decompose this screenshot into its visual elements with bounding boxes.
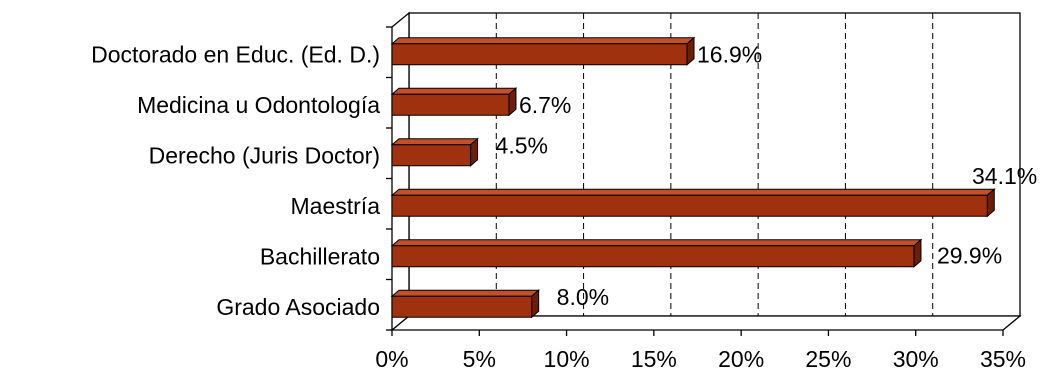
bar-top-face (390, 138, 479, 146)
category-label: Derecho (Juris Doctor) (149, 142, 380, 168)
category-label: Medicina u Odontología (137, 92, 380, 118)
bar-front-face (391, 144, 472, 167)
category-label: Doctorado en Educ. (Ed. D.) (91, 41, 380, 67)
x-tick-label: 0% (375, 346, 408, 372)
x-tick-label: 25% (805, 346, 851, 372)
bar-medicina-u-odontologia (390, 87, 518, 117)
x-tick-label: 35% (980, 346, 1026, 372)
category-label: Grado Asociado (216, 294, 380, 320)
data-label: 6.7% (519, 92, 571, 118)
bar-maestria (390, 188, 996, 218)
x-tick-label: 10% (544, 346, 590, 372)
bar-top-face (390, 87, 518, 95)
x-tick-label: 30% (893, 346, 939, 372)
bar-front-face (391, 93, 510, 116)
bar-front-face (391, 295, 533, 318)
x-tick-label: 15% (631, 346, 677, 372)
data-label: 8.0% (557, 284, 609, 310)
bar-derecho-juris-doctor (390, 137, 479, 167)
bar-front-face (391, 194, 988, 217)
bar-top-face (390, 289, 541, 297)
x-tick-label: 20% (718, 346, 764, 372)
data-label: 4.5% (496, 132, 548, 158)
floor-plane (390, 315, 1022, 331)
bar-doctorado-en-educ-ed-d (390, 36, 696, 66)
x-tick-label: 5% (463, 346, 496, 372)
bar-front-face (391, 43, 688, 66)
bars (390, 36, 996, 319)
bar-bachillerato (390, 238, 923, 268)
labels: 0% 5% 10% 15% 20% 25% 30% 35% Doctorado en Educ.… (91, 41, 1037, 372)
bar-top-face (390, 188, 996, 196)
category-label: Maestría (291, 193, 381, 219)
bar-front-face (391, 245, 915, 268)
bar-grado-asociado (390, 289, 541, 319)
data-label: 29.9% (937, 242, 1002, 268)
data-label: 34.1% (972, 163, 1037, 189)
category-label: Bachillerato (260, 243, 380, 269)
bar-top-face (390, 239, 923, 247)
bar-top-face (390, 37, 696, 45)
data-label: 16.9% (697, 41, 762, 67)
